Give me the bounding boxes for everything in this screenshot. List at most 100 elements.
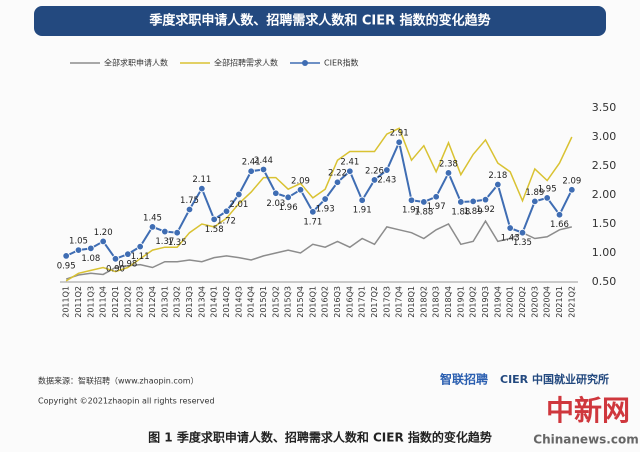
- x-tick-label: 2012Q3: [136, 286, 145, 318]
- x-tick-label: 2020Q3: [530, 286, 539, 318]
- y-tick-label: 2.50: [592, 159, 617, 172]
- x-tick-label: 2019Q4: [493, 286, 502, 318]
- x-tick-label: 2019Q1: [456, 286, 465, 318]
- data-label: 1.43: [501, 234, 520, 244]
- series-line: [65, 127, 573, 282]
- x-tick-label: 2012Q4: [148, 286, 157, 318]
- data-point: [111, 255, 120, 263]
- data-label: 1.35: [513, 238, 532, 248]
- x-tick-label: 2018Q1: [407, 286, 416, 318]
- data-point: [148, 223, 157, 231]
- data-label: 1.72: [217, 217, 236, 227]
- source: 数据来源：智联招聘（www.zhaopin.com）: [38, 376, 199, 386]
- data-point: [555, 211, 564, 219]
- data-point: [444, 169, 453, 177]
- title-banner: [34, 6, 606, 36]
- data-label: 1.97: [427, 202, 446, 212]
- data-label: 1.75: [180, 196, 199, 206]
- data-label: 1.95: [538, 184, 557, 194]
- x-tick-label: 2021Q1: [555, 286, 564, 318]
- data-label: 1.45: [143, 213, 162, 223]
- x-tick-label: 2013Q1: [160, 286, 169, 318]
- data-point: [74, 246, 83, 254]
- x-tick-label: 2016Q3: [333, 286, 342, 318]
- y-tick-label: 1.00: [592, 246, 617, 259]
- x-tick-label: 2020Q4: [543, 286, 552, 318]
- x-tick-label: 2020Q1: [506, 286, 515, 318]
- data-point: [469, 197, 477, 206]
- data-label: 2.18: [488, 171, 507, 181]
- x-tick-label: 2017Q4: [395, 286, 404, 318]
- logo-right: CIER 中国就业研究所: [500, 372, 609, 386]
- x-tick-label: 2015Q4: [296, 286, 305, 318]
- data-point: [481, 195, 490, 204]
- caption: 图 1 季度求职申请人数、招聘需求人数和 CIER 指数的变化趋势: [148, 430, 492, 445]
- x-tick-label: 2013Q3: [185, 286, 194, 318]
- data-label: 2.01: [229, 200, 248, 210]
- data-label: 2.38: [439, 159, 458, 169]
- x-tick-label: 2018Q4: [444, 286, 453, 318]
- data-label: 1.35: [168, 238, 187, 248]
- x-tick-label: 2015Q3: [284, 286, 293, 318]
- data-label: 1.91: [353, 206, 372, 216]
- data-point: [173, 228, 181, 237]
- watermark: 中新网: [546, 394, 630, 427]
- data-label: 2.09: [291, 176, 310, 186]
- data-point: [383, 166, 391, 174]
- x-tick-label: 2011Q3: [86, 286, 95, 318]
- legend-label: 全部招聘需求人数: [214, 58, 278, 68]
- data-label: 2.09: [562, 176, 581, 186]
- data-point: [518, 228, 527, 237]
- data-point: [568, 186, 576, 194]
- data-label: 2.11: [192, 175, 211, 185]
- data-point: [272, 189, 280, 197]
- data-point: [531, 197, 539, 206]
- data-point: [124, 250, 132, 258]
- data-label: 1.37: [155, 237, 174, 247]
- data-label: 2.41: [242, 158, 261, 168]
- data-label: 1.08: [81, 254, 100, 264]
- data-label: 2.22: [328, 169, 347, 179]
- data-label: 1.05: [69, 237, 88, 247]
- data-label: 1.88: [414, 207, 433, 217]
- data-point: [407, 196, 416, 204]
- y-tick-label: 2.00: [592, 188, 617, 201]
- data-point: [222, 207, 231, 215]
- x-tick-label: 2021Q2: [567, 286, 576, 318]
- data-point: [395, 138, 403, 146]
- y-tick-label: 3.00: [592, 130, 617, 143]
- data-point: [506, 224, 514, 232]
- data-label: 1.91: [402, 206, 421, 216]
- data-point: [136, 242, 144, 251]
- x-tick-label: 2011Q1: [62, 286, 71, 318]
- data-point: [210, 215, 218, 224]
- data-point: [321, 195, 329, 203]
- data-point: [247, 167, 255, 175]
- data-point: [494, 180, 502, 189]
- data-point: [87, 244, 95, 253]
- x-tick-label: 2016Q1: [308, 286, 317, 318]
- data-point: [346, 167, 354, 175]
- data-label: 0.95: [57, 261, 76, 271]
- x-tick-label: 2011Q2: [74, 286, 83, 318]
- data-label: 2.44: [254, 156, 273, 166]
- legend-marker: [302, 60, 308, 66]
- x-tick-label: 2014Q4: [247, 286, 256, 318]
- data-label: 1.93: [316, 205, 335, 215]
- data-label: 1.96: [279, 203, 298, 213]
- data-label: 1.11: [131, 252, 150, 262]
- x-tick-label: 2013Q2: [173, 286, 182, 318]
- copyright: Copyright ©2021zhaopin all rights reserv…: [38, 397, 215, 406]
- data-point: [420, 198, 428, 206]
- data-label: 1.89: [525, 188, 544, 198]
- x-tick-label: 2015Q2: [271, 286, 280, 318]
- y-tick-label: 1.50: [592, 217, 617, 230]
- watermark-site: Chinanews.com: [533, 433, 638, 447]
- data-point: [161, 227, 169, 236]
- x-tick-label: 2014Q3: [234, 286, 243, 318]
- data-point: [370, 176, 379, 184]
- data-point: [235, 190, 243, 199]
- x-tick-label: 2015Q1: [259, 286, 268, 318]
- x-tick-label: 2011Q4: [99, 286, 108, 318]
